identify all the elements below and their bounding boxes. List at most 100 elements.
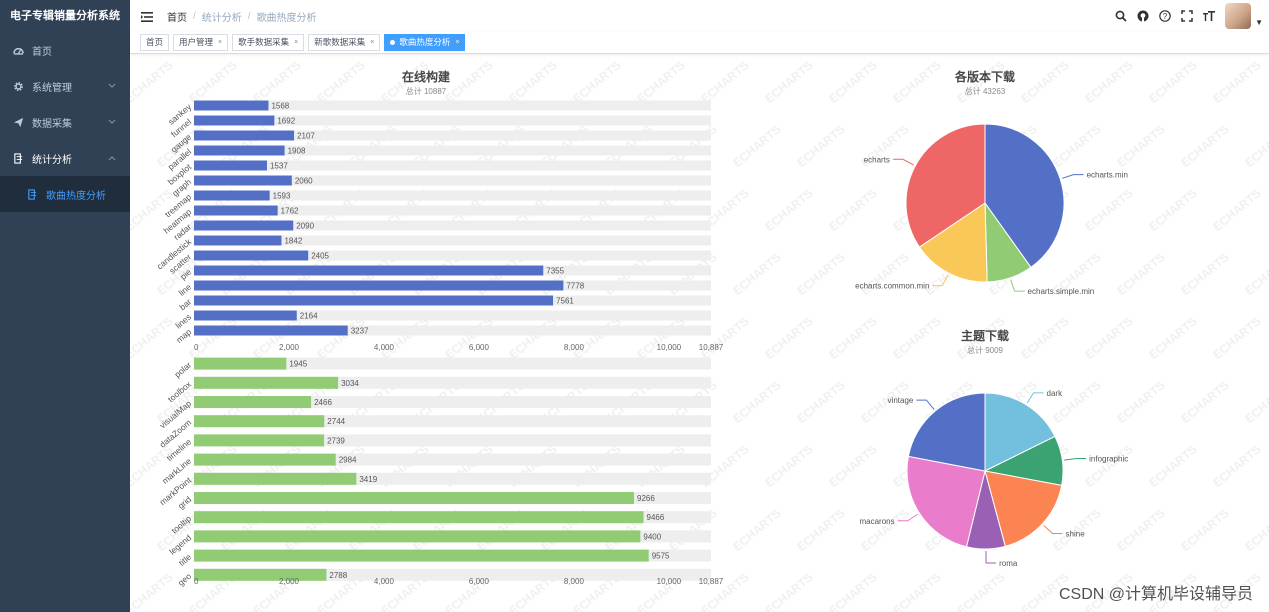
category-label: title [177, 552, 194, 568]
breadcrumb-home[interactable]: 首页 [167, 12, 187, 24]
bar-timeline [194, 434, 325, 447]
label-line [1010, 279, 1025, 292]
tick-label: 0 [194, 343, 199, 352]
sidebar-item-home[interactable]: 首页 [0, 32, 130, 68]
tick-label: 10,887 [699, 343, 724, 352]
data-label: 1842 [284, 237, 302, 246]
tick-label: 4,000 [374, 577, 395, 586]
bar-background [194, 325, 711, 336]
bar-radar [194, 220, 294, 231]
tag-home[interactable]: 首页 [140, 34, 170, 51]
slice-label: echarts [864, 155, 890, 164]
sidebar-item-data-collection[interactable]: 数据采集 [0, 104, 130, 140]
data-label: 1908 [288, 147, 306, 156]
watermark-text: ECHARTS [1178, 121, 1232, 171]
data-label: 7561 [556, 297, 574, 306]
sidebar-subitem-song-heat[interactable]: 歌曲热度分析 [0, 176, 130, 212]
category-label: line [177, 281, 194, 297]
tag-song-heat-analysis[interactable]: 歌曲热度分析 × [384, 34, 466, 51]
paper-plane-icon [12, 116, 24, 128]
watermark-text: ECHARTS [1178, 377, 1232, 427]
bar-title [194, 549, 649, 562]
data-label: 1537 [270, 162, 288, 171]
slice-label: dark [1047, 389, 1064, 398]
bar-background [194, 396, 711, 408]
bar-map [194, 325, 348, 336]
data-label: 1593 [273, 192, 291, 201]
label-line [985, 550, 997, 564]
category-label: tooltip [169, 513, 193, 535]
caret-down-icon[interactable]: ▼ [1255, 17, 1263, 27]
sidebar-item-label: 系统管理 [32, 82, 72, 94]
bar-grid [194, 492, 635, 504]
category-label: geo [176, 571, 194, 588]
label-line [1064, 457, 1087, 461]
bar-background [194, 175, 711, 186]
bar-background [194, 100, 711, 111]
pie-slice-echarts.common.min [918, 202, 988, 283]
avatar[interactable] [1225, 3, 1252, 29]
category-label: lines [173, 312, 193, 331]
tick-label: 6,000 [469, 343, 490, 352]
svg-text:?: ? [1163, 12, 1168, 21]
data-label: 1568 [271, 102, 289, 111]
hamburger-icon[interactable] [141, 10, 153, 22]
question-icon[interactable]: ? [1159, 10, 1171, 22]
fullscreen-icon[interactable] [1181, 10, 1193, 22]
slice-label: vintage [888, 396, 914, 405]
close-icon[interactable]: × [294, 39, 299, 46]
bar-chart-subtitle: 总计 10887 [405, 87, 447, 96]
bar-markPoint [194, 472, 357, 485]
app-title: 电子专辑销量分析系统 [10, 10, 120, 22]
data-label: 2744 [327, 417, 345, 426]
data-label: 1762 [281, 207, 299, 216]
tag-new-song-collection[interactable]: 新歌数据采集 × [308, 34, 381, 51]
watermark-text: ECHARTS [1210, 185, 1264, 235]
sidebar-item-statistics[interactable]: 统计分析 [0, 140, 130, 176]
close-icon[interactable]: × [455, 39, 460, 46]
bar-markLine [194, 453, 336, 466]
sidebar-item-system[interactable]: 系统管理 [0, 68, 130, 104]
close-icon[interactable]: × [218, 39, 223, 46]
chevron-down-icon [108, 81, 116, 92]
pie-chart-themes: dark infographic shine roma macarons vintage [859, 389, 1128, 568]
tag-label: 用户管理 [179, 37, 214, 47]
bar-sankey [194, 100, 269, 111]
bar-gauge [194, 130, 295, 141]
data-label: 2984 [339, 456, 357, 465]
gear-icon [12, 80, 24, 92]
chart-icon [26, 188, 38, 200]
bar-heatmap [194, 205, 278, 216]
tag-label: 歌曲热度分析 [399, 37, 451, 47]
bar-background [194, 205, 711, 216]
breadcrumb-current: 歌曲热度分析 [256, 12, 317, 24]
slice-label: echarts.min [1087, 171, 1128, 180]
bar-background [194, 235, 711, 246]
tick-label: 10,887 [699, 577, 724, 586]
slice-label: echarts.common.min [855, 282, 929, 291]
font-size-icon[interactable] [1203, 10, 1216, 22]
breadcrumb-statistics[interactable]: 统计分析 [201, 12, 242, 24]
data-label: 1692 [277, 117, 295, 126]
slice-label: shine [1066, 529, 1086, 538]
dashboard-icon [12, 44, 24, 56]
search-icon[interactable] [1115, 10, 1127, 22]
sidebar-item-label: 统计分析 [32, 154, 72, 166]
github-icon[interactable] [1137, 10, 1149, 22]
chevron-up-icon [108, 153, 116, 164]
tick-label: 0 [194, 577, 199, 586]
main-content: ECHARTS ECHARTS ECHARTS ECHARTS ECHARTS ECHAR… [130, 55, 1269, 612]
tag-user-management[interactable]: 用户管理 × [173, 34, 229, 51]
bar-toolbox [194, 376, 339, 389]
watermark-text: ECHARTS [1242, 377, 1269, 427]
tick-label: 4,000 [374, 343, 395, 352]
data-label: 2739 [327, 436, 345, 445]
breadcrumb: 首页 / 统计分析 / 歌曲热度分析 [167, 9, 317, 24]
label-line [1043, 524, 1063, 534]
data-label: 9400 [643, 532, 661, 541]
close-icon[interactable]: × [370, 39, 375, 46]
bar-boxplot [194, 160, 267, 171]
slice-label: infographic [1089, 454, 1128, 463]
csdn-watermark: CSDN @计算机毕设辅导员 [1058, 586, 1253, 603]
tag-singer-collection[interactable]: 歌手数据采集 × [232, 34, 305, 51]
